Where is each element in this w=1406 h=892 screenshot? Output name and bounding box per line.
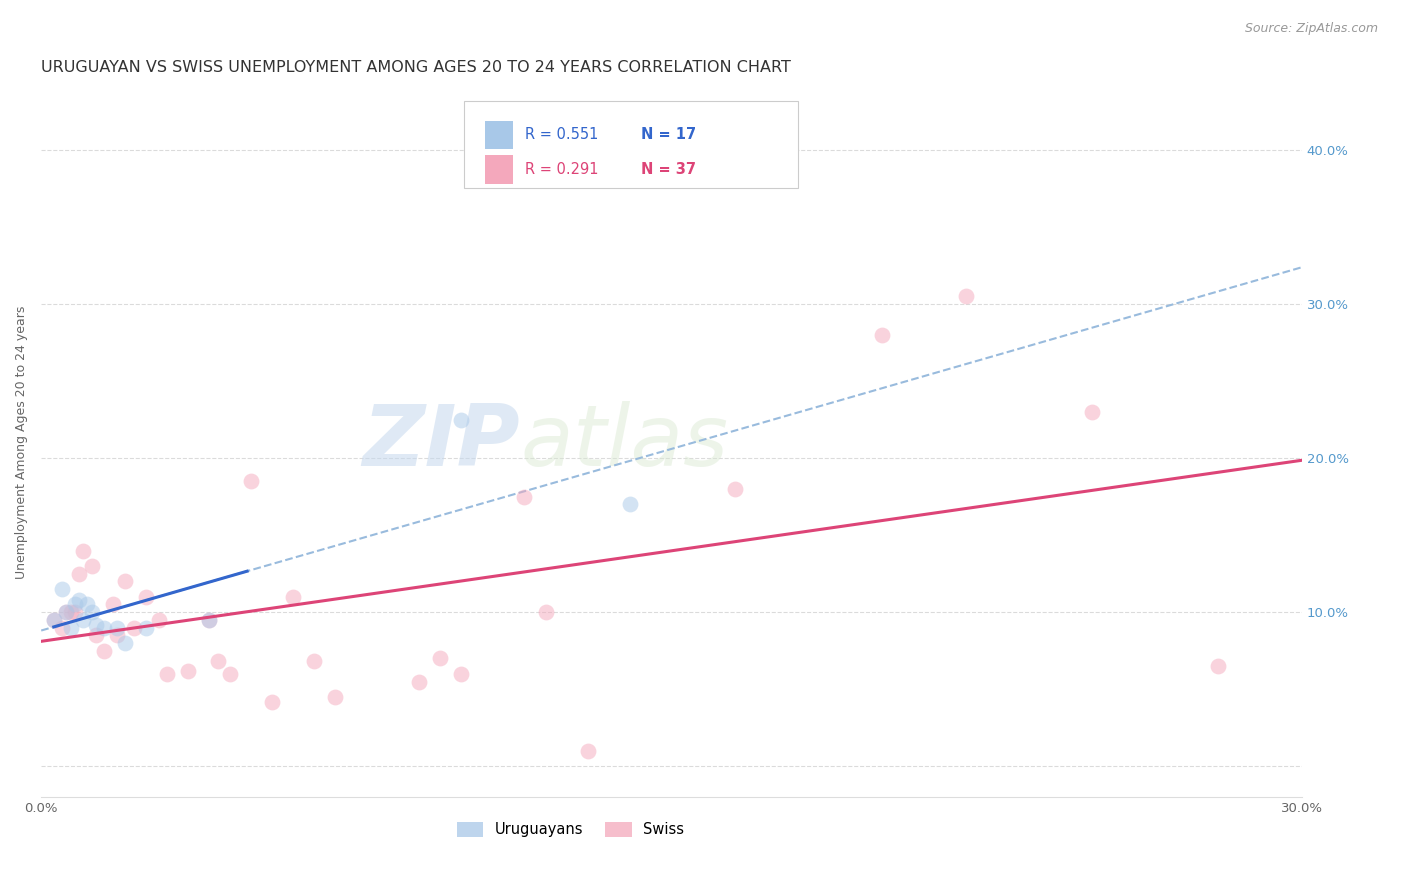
Point [80,558,103,573]
FancyBboxPatch shape [464,101,797,187]
Point [59,621,82,635]
Point [408,674,430,689]
Point [177,664,200,678]
Text: atlas: atlas [520,401,728,484]
Text: N = 17: N = 17 [641,128,696,142]
Y-axis label: Unemployment Among Ages 20 to 24 years: Unemployment Among Ages 20 to 24 years [15,306,28,580]
Text: R = 0.551: R = 0.551 [526,128,599,142]
Point [63,598,86,612]
Point [51,582,73,596]
Point [93,621,115,635]
Text: N = 37: N = 37 [641,162,696,178]
Point [67,566,90,581]
Text: ZIP: ZIP [363,401,520,484]
Point [1081,405,1104,419]
Point [534,605,557,619]
Point [1206,659,1229,673]
Point [84,628,107,642]
Point [304,655,326,669]
Point [429,651,451,665]
Point [114,574,136,589]
Point [148,613,170,627]
Point [135,590,157,604]
Point [80,605,103,619]
Point [122,621,145,635]
Point [135,621,157,635]
FancyBboxPatch shape [485,120,513,149]
Point [114,636,136,650]
Point [283,590,305,604]
Text: Source: ZipAtlas.com: Source: ZipAtlas.com [1244,22,1378,36]
Point [723,482,745,496]
Text: URUGUAYAN VS SWISS UNEMPLOYMENT AMONG AGES 20 TO 24 YEARS CORRELATION CHART: URUGUAYAN VS SWISS UNEMPLOYMENT AMONG AG… [41,60,792,75]
Point [198,613,221,627]
Point [105,628,128,642]
Point [93,643,115,657]
Point [207,655,229,669]
Point [72,613,94,627]
Point [59,605,82,619]
Point [72,543,94,558]
Point [619,497,641,511]
Point [42,613,65,627]
Legend: Uruguayans, Swiss: Uruguayans, Swiss [451,816,690,843]
Point [84,617,107,632]
Point [105,621,128,635]
Point [101,598,124,612]
Point [870,327,893,342]
Point [67,592,90,607]
Point [63,605,86,619]
Point [55,605,77,619]
Point [450,412,472,426]
Point [450,666,472,681]
Point [576,744,599,758]
Point [219,666,242,681]
FancyBboxPatch shape [485,155,513,184]
Point [240,474,263,488]
Point [325,690,347,704]
Point [262,695,284,709]
Point [156,666,179,681]
Point [198,613,221,627]
Text: R = 0.291: R = 0.291 [526,162,599,178]
Point [51,621,73,635]
Point [42,613,65,627]
Point [76,598,98,612]
Point [55,605,77,619]
Point [513,490,536,504]
Point [955,289,977,303]
